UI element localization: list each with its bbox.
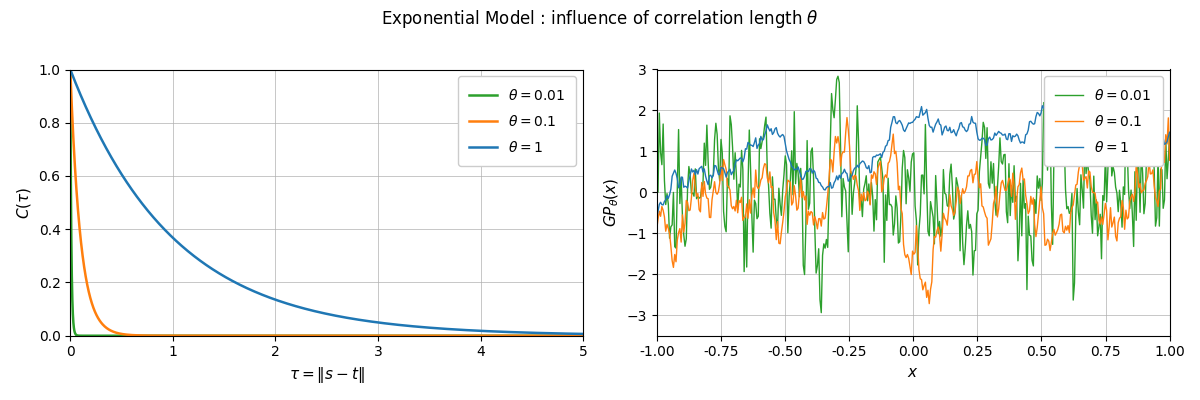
$\theta = 1$: [1163, 130, 1177, 135]
Line: $\theta = 0.01$: $\theta = 0.01$: [656, 76, 1170, 313]
Y-axis label: $GP_{\theta}(x)$: $GP_{\theta}(x)$: [602, 178, 620, 227]
$\theta = 0.1$: [270, 333, 284, 338]
$\theta = 0.01$: [856, 214, 870, 219]
$\theta = 0.1$: [922, 301, 936, 306]
Text: Exponential Model : influence of correlation length $\theta$: Exponential Model : influence of correla…: [382, 8, 818, 30]
$\theta = 1$: [649, 215, 664, 220]
$\theta = 0.01$: [1163, 132, 1177, 137]
$\theta = 1$: [473, 328, 487, 333]
$\theta = 0.01$: [712, 166, 726, 171]
Line: $\theta = 0.01$: $\theta = 0.01$: [71, 70, 583, 336]
$\theta = 0.1$: [854, 192, 869, 196]
$\theta = 0.1$: [289, 333, 304, 338]
$\theta = 1$: [415, 325, 430, 330]
$\theta = 0.01$: [1025, 258, 1039, 263]
$\theta = 0.01$: [814, 310, 828, 315]
$\theta = 1$: [270, 298, 284, 303]
$\theta = 1$: [972, 138, 986, 143]
Line: $\theta = 1$: $\theta = 1$: [656, 101, 1170, 217]
$\theta = 0.01$: [473, 333, 487, 338]
$\theta = 0.1$: [473, 333, 487, 338]
$\theta = 0.1$: [1025, 202, 1039, 207]
$\theta = 1$: [853, 161, 868, 166]
$\theta = 0.1$: [817, 217, 832, 222]
$\theta = 1$: [1039, 98, 1054, 103]
$\theta = 0.01$: [270, 333, 284, 338]
$\theta = 0.1$: [415, 333, 430, 338]
$\theta = 1$: [1020, 132, 1034, 136]
$\theta = 0.01$: [649, 172, 664, 177]
$\theta = 0.1$: [712, 189, 726, 194]
Line: $\theta = 1$: $\theta = 1$: [71, 70, 583, 334]
$\theta = 0.1$: [64, 67, 78, 72]
$\theta = 0.01$: [415, 333, 430, 338]
$\theta = 1$: [463, 328, 478, 333]
$\theta = 0.01$: [818, 246, 833, 250]
X-axis label: $x$: $x$: [907, 365, 919, 380]
$\theta = 1$: [289, 304, 304, 309]
$\theta = 0.1$: [1022, 208, 1037, 213]
$\theta = 0.01$: [289, 333, 304, 338]
$\theta = 0.1$: [649, 227, 664, 232]
X-axis label: $\tau = \|s - t\|$: $\tau = \|s - t\|$: [289, 365, 365, 385]
$\theta = 0.1$: [576, 333, 590, 338]
Line: $\theta = 0.1$: $\theta = 0.1$: [71, 70, 583, 336]
Legend: $\theta = 0.01$, $\theta = 0.1$, $\theta = 1$: $\theta = 0.01$, $\theta = 0.1$, $\theta…: [1044, 76, 1163, 166]
$\theta = 0.1$: [974, 204, 989, 208]
$\theta = 0.1$: [463, 333, 478, 338]
$\theta = 0.01$: [1022, 233, 1037, 238]
$\theta = 1$: [1022, 119, 1037, 124]
$\theta = 0.01$: [115, 333, 130, 338]
$\theta = 1$: [817, 187, 832, 192]
$\theta = 1$: [576, 332, 590, 336]
$\theta = 0.01$: [463, 333, 478, 338]
Line: $\theta = 0.1$: $\theta = 0.1$: [656, 118, 1170, 304]
$\theta = 0.1$: [1163, 158, 1177, 163]
$\theta = 1$: [712, 172, 726, 177]
Legend: $\theta = 0.01$, $\theta = 0.1$, $\theta = 1$: $\theta = 0.01$, $\theta = 0.1$, $\theta…: [458, 76, 576, 166]
$\theta = 0.01$: [830, 74, 845, 79]
$\theta = 0.1$: [115, 332, 130, 336]
$\theta = 0.01$: [576, 333, 590, 338]
$\theta = 1$: [64, 67, 78, 72]
$\theta = 0.01$: [974, 139, 989, 144]
$\theta = 1$: [115, 174, 130, 178]
$\theta = 0.01$: [64, 67, 78, 72]
Y-axis label: $C(\tau)$: $C(\tau)$: [16, 186, 34, 219]
$\theta = 0.1$: [840, 115, 854, 120]
